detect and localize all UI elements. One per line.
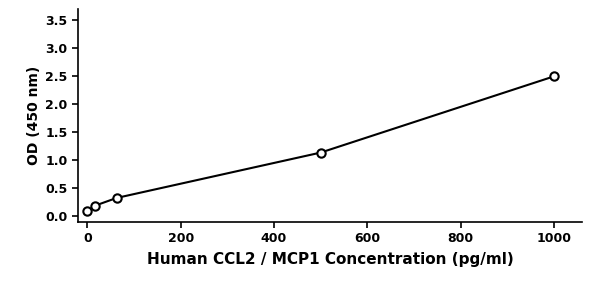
Y-axis label: OD (450 nm): OD (450 nm) bbox=[27, 65, 41, 165]
X-axis label: Human CCL2 / MCP1 Concentration (pg/ml): Human CCL2 / MCP1 Concentration (pg/ml) bbox=[146, 252, 514, 267]
